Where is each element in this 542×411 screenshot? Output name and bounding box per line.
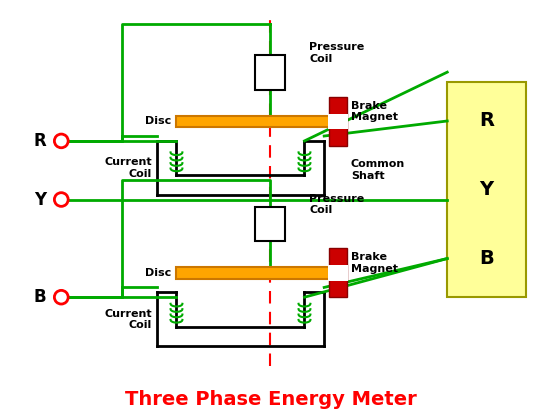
Text: Current
Coil: Current Coil [104, 309, 152, 330]
Text: Common
Shaft: Common Shaft [351, 159, 405, 181]
Bar [329, 248, 347, 297]
Text: Three Phase Energy Meter: Three Phase Energy Meter [125, 390, 417, 409]
Text: Brake
Magnet: Brake Magnet [351, 101, 398, 122]
Text: Pressure
Coil: Pressure Coil [309, 194, 365, 215]
Bar [329, 97, 347, 146]
Text: R: R [479, 111, 494, 130]
Text: B: B [34, 288, 47, 306]
Text: Disc: Disc [145, 116, 172, 126]
Text: R: R [34, 132, 47, 150]
Text: Y: Y [480, 180, 494, 199]
Text: Disc: Disc [145, 268, 172, 278]
Bar [328, 113, 348, 129]
Text: Brake
Magnet: Brake Magnet [351, 252, 398, 274]
FancyBboxPatch shape [447, 82, 526, 297]
Bar [255, 207, 285, 241]
Text: B: B [479, 249, 494, 268]
Bar [328, 265, 348, 281]
Bar [255, 55, 285, 90]
Text: Pressure
Coil: Pressure Coil [309, 42, 365, 64]
Text: Y: Y [34, 191, 47, 208]
Bar [177, 267, 329, 279]
Bar [177, 115, 329, 127]
Text: Current
Coil: Current Coil [104, 157, 152, 179]
